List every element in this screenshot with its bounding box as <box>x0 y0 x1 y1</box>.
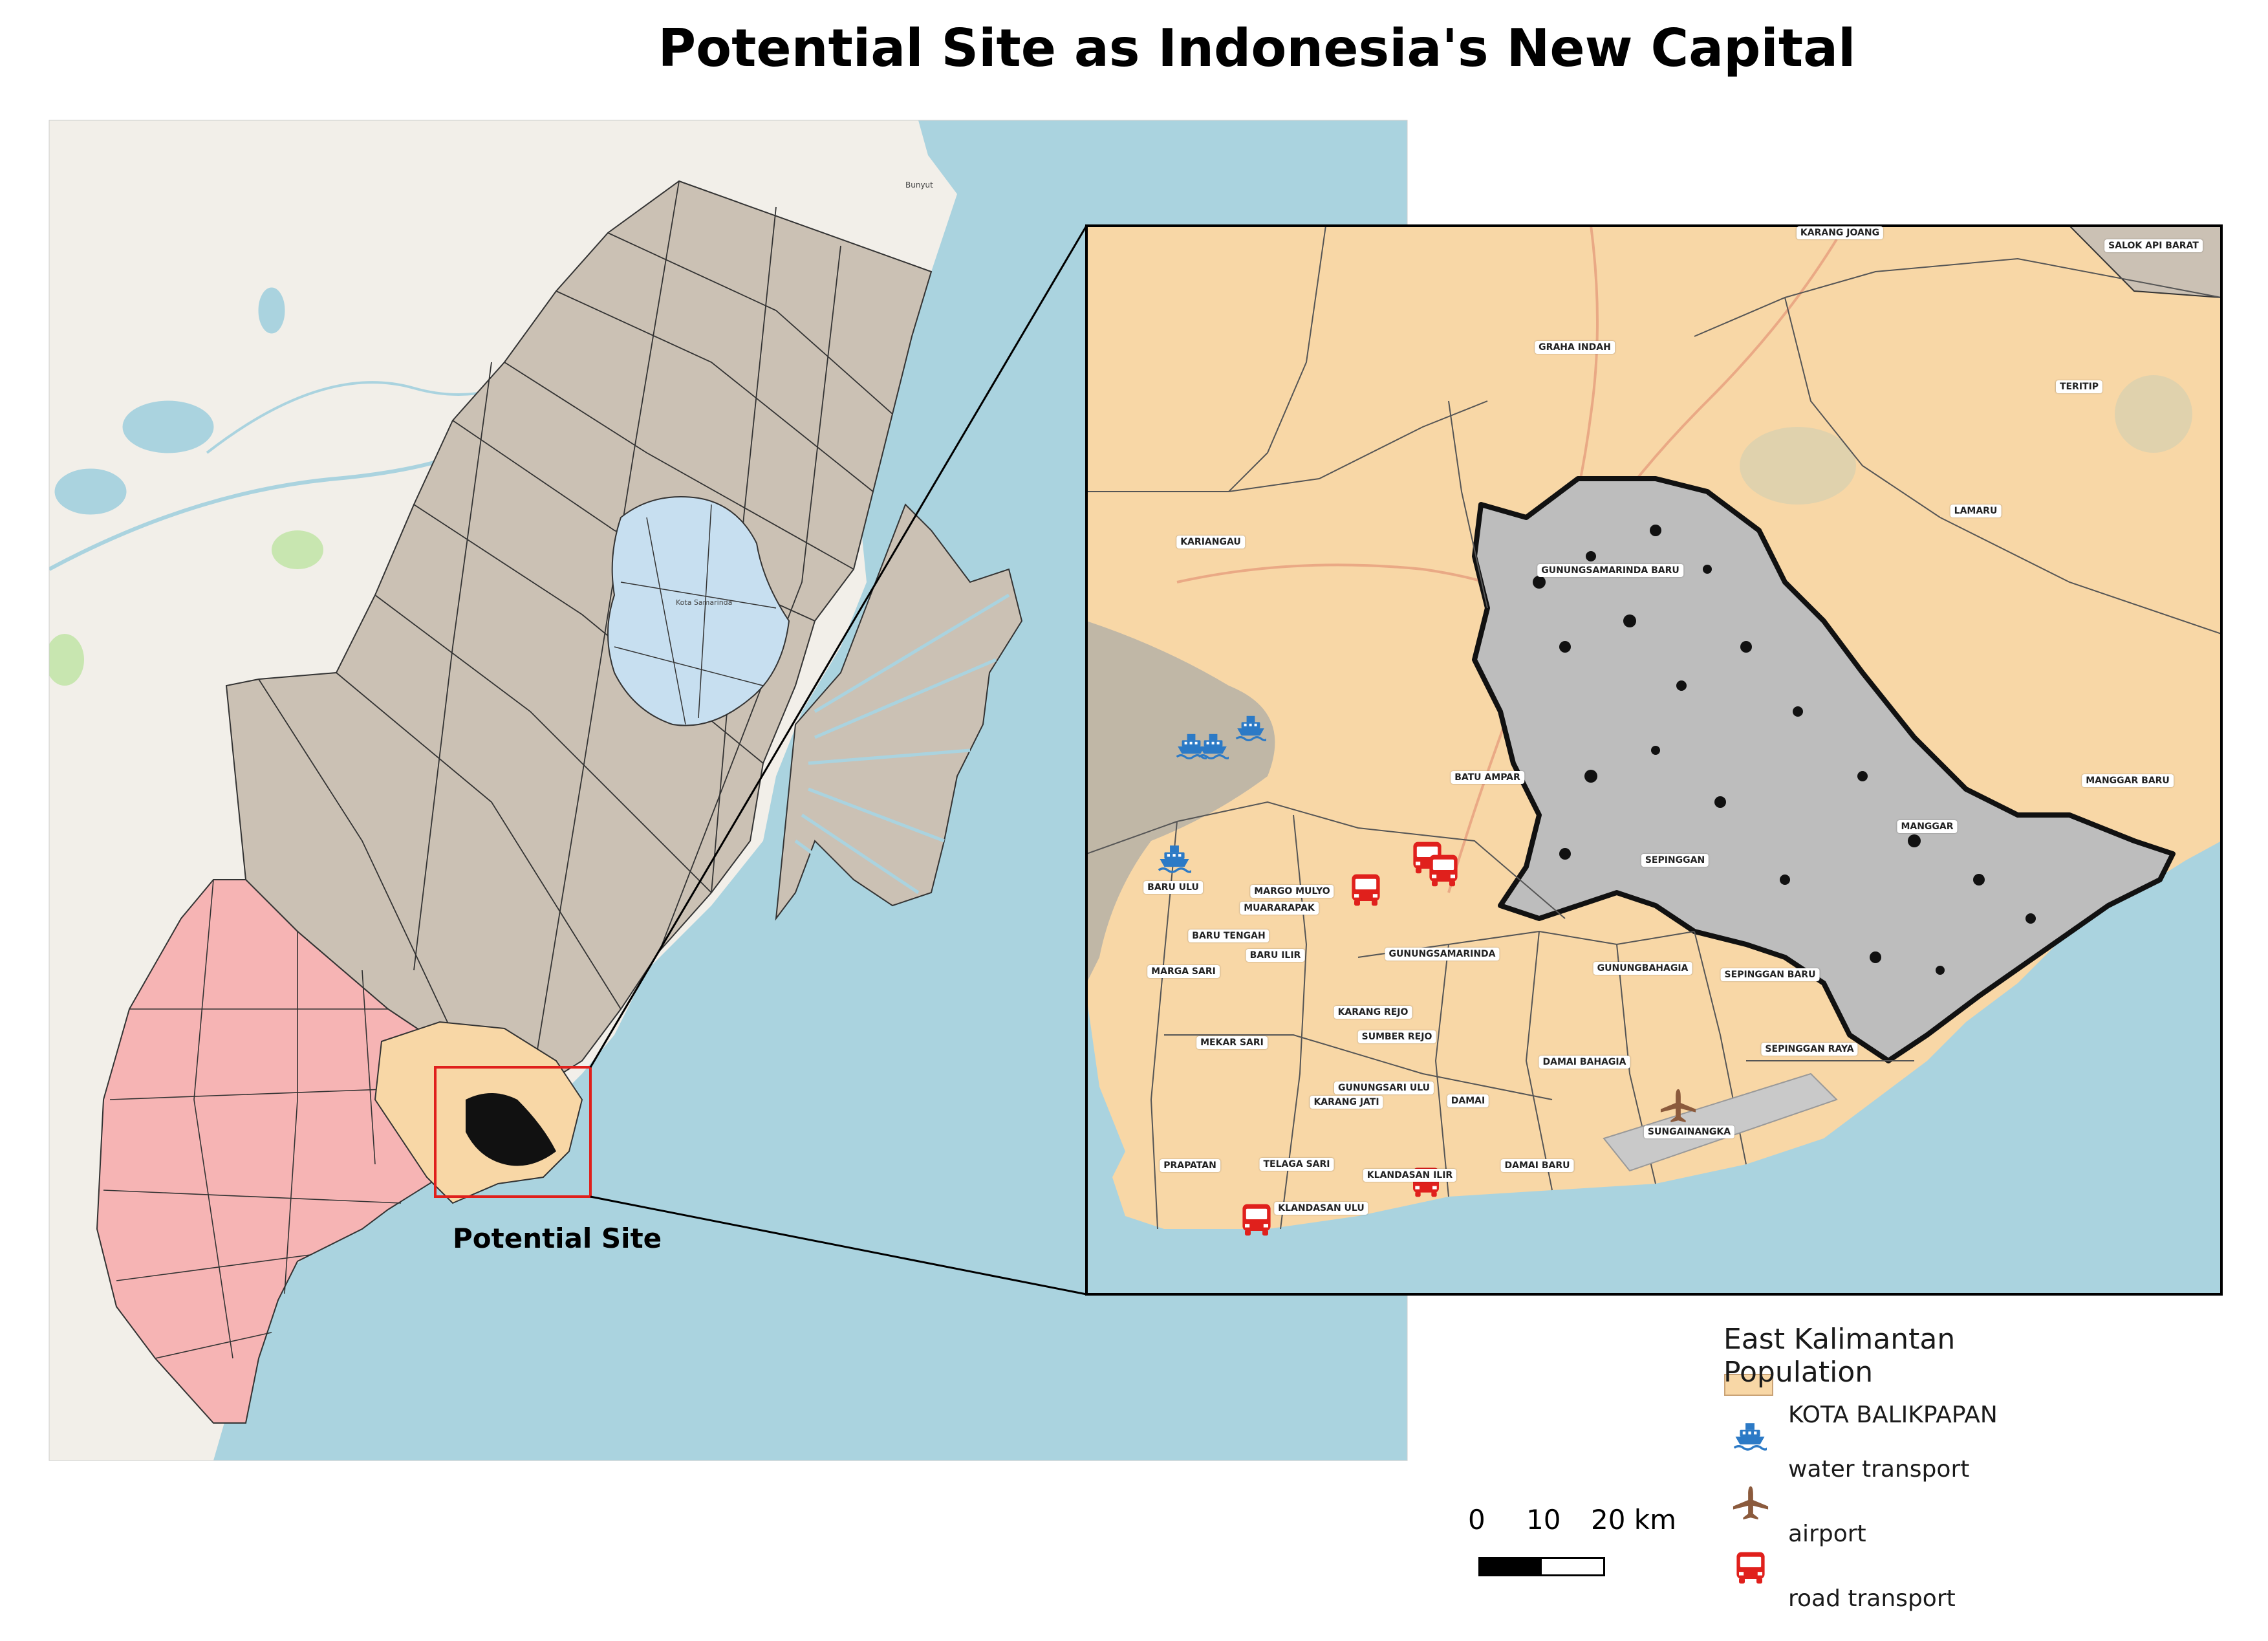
district-label: BARU ULU <box>1143 881 1203 894</box>
potential-site-texture <box>1533 525 2036 975</box>
overview-green-patches <box>49 530 323 686</box>
overview-urban-area <box>466 1093 556 1166</box>
district-label: MARGO MULYO <box>1250 885 1334 898</box>
legend-title: East Kalimantan Population <box>1723 1323 1956 1389</box>
delta-channels <box>794 593 1010 895</box>
legend-label: water transport <box>1788 1456 1970 1483</box>
district-label: BATU AMPAR <box>1451 771 1524 784</box>
inset-map[interactable] <box>1086 226 2221 1294</box>
penajam-subdistrict-lines <box>103 879 453 1359</box>
legend-label: road transport <box>1788 1585 1956 1612</box>
samarinda-subdistrict-lines <box>614 504 777 725</box>
district-label: BARU ILIR <box>1246 949 1305 962</box>
district-label: KARANG REJO <box>1334 1006 1412 1019</box>
district-label: TERITIP <box>2055 380 2103 393</box>
legend-item-road-transport: road transport <box>1723 1576 2060 1641</box>
road-transport-icon[interactable] <box>1352 874 1380 906</box>
place-label-bunyut: Bunyut <box>905 180 933 190</box>
scale-label-10: 10 <box>1526 1504 1561 1536</box>
scale-bar-graphic <box>1478 1557 1605 1576</box>
district-label: SEPINGGAN RAYA <box>1761 1043 1858 1056</box>
inset-urban-green <box>1740 375 2192 505</box>
legend-item-balikpapan: KOTA BALIKPAPAN <box>1723 1402 2060 1447</box>
district-label: DAMAI <box>1447 1094 1489 1107</box>
district-label: KLANDASAN ILIR <box>1363 1169 1457 1182</box>
zoom-connector-bottom <box>590 1195 1087 1296</box>
airport-runway <box>1603 1072 1838 1172</box>
district-label: DAMAI BARU <box>1500 1159 1574 1172</box>
district-label: GUNUNGSAMARINDA BARU <box>1537 564 1683 577</box>
potential-site-label: Potential Site <box>453 1223 662 1254</box>
legend-item-airport: airport <box>1723 1512 2060 1576</box>
district-label: SALOK API BARAT <box>2104 239 2203 252</box>
district-label: GUNUNGBAHAGIA <box>1593 962 1692 975</box>
kariangau-bay-area <box>1086 621 1275 983</box>
district-label: GUNUNGSARI ULU <box>1334 1081 1434 1094</box>
scale-label-20: 20 km <box>1591 1504 1677 1536</box>
page-title: Potential Site as Indonesia's New Capita… <box>658 18 1856 78</box>
kutai-subdistrict-lines <box>258 180 893 1094</box>
district-label: DAMAI BAHAGIA <box>1539 1056 1630 1069</box>
legend: East Kalimantan Population KOTA BALIKPAP… <box>1723 1323 2060 1641</box>
district-label: MEKAR SARI <box>1196 1036 1268 1049</box>
potential-site-urban-area[interactable] <box>1472 476 2176 1063</box>
legend-label: airport <box>1788 1521 1866 1547</box>
mahakam-delta[interactable] <box>775 503 1023 921</box>
district-label: SEPINGGAN BARU <box>1720 968 1820 981</box>
district-label: GUNUNGSAMARINDA <box>1385 948 1500 961</box>
district-label: KARANG JATI <box>1310 1096 1383 1109</box>
road-transport-icon[interactable] <box>1242 1204 1271 1236</box>
scale-label-0: 0 <box>1468 1504 1485 1536</box>
district-label: MANGGAR <box>1897 820 1958 833</box>
zoom-connector-top <box>589 225 1088 1068</box>
district-label: SEPINGGAN <box>1641 854 1709 867</box>
kelurahan-boundaries <box>1086 226 2221 1230</box>
district-label: KARIANGAU <box>1176 536 1245 549</box>
district-label: MARGA SARI <box>1147 965 1220 978</box>
district-label: GRAHA INDAH <box>1535 341 1615 354</box>
district-label: MUARARAPAK <box>1240 902 1319 915</box>
map-canvas[interactable]: Bunyut Kota Samarinda <box>0 0 2268 1604</box>
district-label: PRAPATAN <box>1160 1159 1220 1172</box>
district-label: KLANDASAN ULU <box>1274 1202 1368 1215</box>
district-label: SUMBER REJO <box>1357 1030 1436 1043</box>
place-label-samarinda: Kota Samarinda <box>676 598 732 607</box>
potential-site-highlight-box[interactable] <box>434 1066 592 1198</box>
district-label: MANGGAR BARU <box>2082 774 2174 787</box>
district-label: SUNGAINANGKA <box>1643 1125 1735 1138</box>
legend-item-water-transport: water transport <box>1723 1447 2060 1512</box>
district-label: KARANG JOANG <box>1796 226 1884 239</box>
legend-balikpapan-swatch <box>1724 1374 1773 1396</box>
district-label: TELAGA SARI <box>1259 1158 1334 1171</box>
road-transport-icon[interactable] <box>1429 854 1458 887</box>
legend-label: KOTA BALIKPAPAN <box>1788 1402 1998 1428</box>
inset-map-frame <box>1085 224 2223 1296</box>
district-label: BARU TENGAH <box>1188 929 1269 942</box>
scale-bar: 0 10 20 km <box>1468 1504 1727 1576</box>
district-label: LAMARU <box>1950 505 2002 517</box>
